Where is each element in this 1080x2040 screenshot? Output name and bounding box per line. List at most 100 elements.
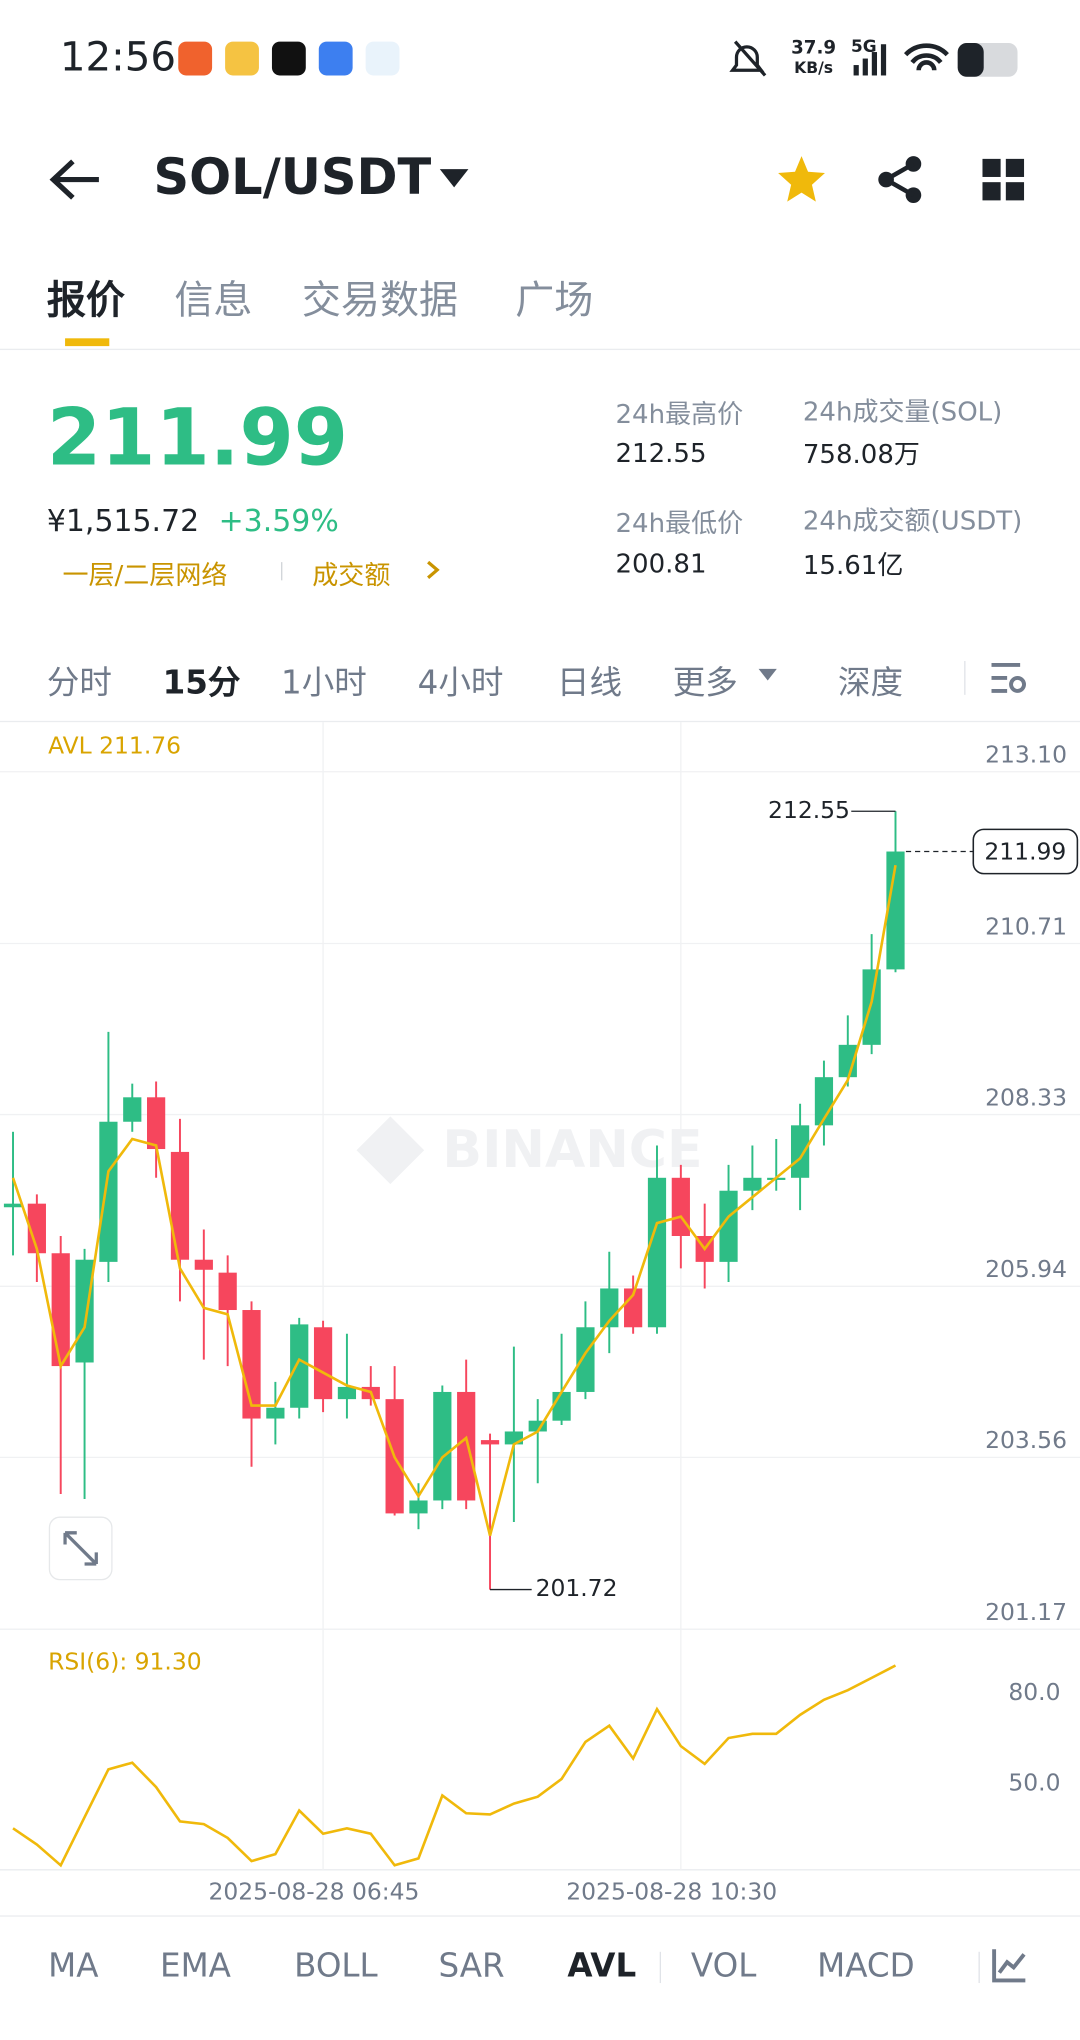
avl-line: [11, 864, 897, 1537]
candle-body: [719, 1190, 738, 1262]
candle-body: [123, 1097, 142, 1122]
network-type: 5G: [850, 37, 877, 58]
candle-body: [790, 1125, 810, 1178]
favorite-star[interactable]: [776, 154, 828, 206]
separator: [978, 1951, 980, 1984]
candle-body: [194, 1259, 213, 1270]
price-change: +3.59%: [218, 504, 339, 539]
high-label: 212.55: [768, 796, 850, 824]
y-tick-label: 201.17: [985, 1598, 1067, 1626]
y-tick-label: 80.0: [1008, 1678, 1060, 1706]
interval[interactable]: 4小时: [417, 663, 504, 702]
app-icon: [271, 41, 306, 76]
turnover-link[interactable]: 成交额: [312, 559, 391, 591]
app-icon: [318, 41, 353, 76]
stat-label: 24h成交量(SOL): [802, 395, 1003, 427]
tab[interactable]: 广场: [515, 278, 594, 324]
candle-body: [862, 969, 881, 1045]
share-button[interactable]: [874, 154, 926, 206]
candle-body: [409, 1500, 428, 1514]
app-icon: [365, 41, 400, 76]
y-tick-label: 210.71: [985, 912, 1067, 940]
separator: [964, 661, 966, 695]
app-icon: [178, 41, 213, 76]
interval[interactable]: 深度: [837, 663, 904, 702]
indicator[interactable]: BOLL: [294, 1946, 378, 1985]
stat-value: 15.61亿: [802, 549, 904, 581]
watermark: BINANCE: [356, 1116, 703, 1185]
stat-value: 212.55: [615, 437, 707, 469]
interval[interactable]: 日线: [556, 663, 622, 702]
menu-grid[interactable]: [982, 158, 1026, 203]
divider: [0, 720, 1080, 723]
expand-icon: [63, 1531, 98, 1566]
interval[interactable]: 15分: [162, 663, 241, 702]
y-tick-label: 203.56: [985, 1426, 1067, 1454]
candle-body: [457, 1391, 476, 1501]
divider: [0, 1915, 1080, 1917]
candle-body: [99, 1121, 118, 1262]
interval[interactable]: 更多: [672, 663, 738, 702]
battery-level: [957, 42, 984, 77]
pair-dropdown[interactable]: [437, 167, 471, 190]
interval[interactable]: 1小时: [281, 663, 367, 702]
candle-body: [433, 1391, 452, 1501]
net-speed-unit: KB/s: [794, 58, 834, 77]
candle-body: [337, 1386, 357, 1400]
network-link[interactable]: 一层/二层网络: [62, 559, 228, 591]
candle-body: [27, 1203, 46, 1254]
watermark-text: BINANCE: [442, 1120, 702, 1180]
price-cny: ¥1,515.72: [46, 504, 200, 539]
separator: [659, 1951, 662, 1984]
indicator[interactable]: MA: [48, 1946, 99, 1985]
app-icon: [225, 41, 259, 76]
candle-body: [504, 1431, 523, 1445]
indicator[interactable]: MACD: [817, 1946, 915, 1985]
separator: [281, 562, 283, 581]
tab-indicator: [65, 338, 110, 347]
candle-body: [51, 1253, 70, 1367]
indicator[interactable]: EMA: [160, 1946, 231, 1985]
y-tick-label: 205.94: [985, 1255, 1067, 1283]
chart-settings[interactable]: [989, 660, 1028, 696]
x-tick-label: 2025-08-28 06:45: [209, 1878, 420, 1906]
interval[interactable]: 分时: [46, 663, 112, 702]
indicator[interactable]: SAR: [438, 1946, 505, 1985]
indicator[interactable]: AVL: [567, 1946, 637, 1985]
indicator-settings[interactable]: [992, 1947, 1028, 1983]
wifi-icon: [903, 43, 949, 71]
status-icons: [729, 40, 1018, 77]
more-dropdown[interactable]: [757, 668, 778, 684]
indicator[interactable]: VOL: [690, 1946, 757, 1985]
low-label: 201.72: [536, 1574, 618, 1602]
candle-body: [290, 1324, 309, 1408]
tab[interactable]: 信息: [174, 278, 253, 324]
pair-selector[interactable]: SOL/USDT: [153, 148, 432, 206]
candle-body: [528, 1420, 547, 1432]
y-tick-label: 208.33: [985, 1083, 1067, 1111]
candle-body: [313, 1327, 333, 1400]
rsi-label: RSI(6): 91.30: [48, 1647, 202, 1675]
candle-body: [3, 1203, 23, 1208]
net-speed-value: 37.9: [791, 37, 837, 59]
candle-body: [75, 1259, 94, 1363]
candle-body: [480, 1440, 500, 1445]
tab[interactable]: 报价: [46, 278, 125, 324]
candle-body: [266, 1407, 285, 1419]
clock: 12:56: [59, 33, 177, 81]
tab[interactable]: 交易数据: [301, 278, 459, 324]
signal-bar: [871, 52, 878, 76]
mute-icon: [729, 40, 767, 77]
candle-body: [576, 1327, 595, 1392]
avl-label: AVL 211.76: [48, 731, 181, 759]
last-price: 211.99: [46, 392, 349, 485]
back-button[interactable]: [47, 156, 104, 203]
candle-body: [170, 1151, 190, 1260]
rsi-line: [12, 1664, 897, 1868]
candle-body: [647, 1177, 667, 1328]
candle-body: [552, 1391, 571, 1421]
candle-body: [218, 1272, 237, 1311]
stat-value: 200.81: [615, 547, 707, 580]
